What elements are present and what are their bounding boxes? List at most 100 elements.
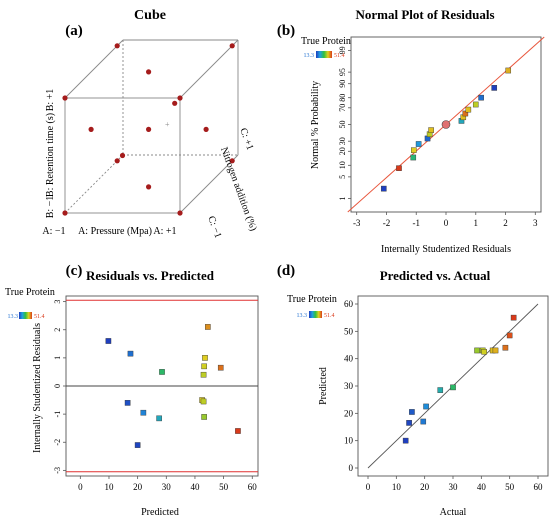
panel-b-label: (b)	[277, 23, 295, 39]
residual-point	[201, 414, 207, 420]
panel-d-legend-title: True Protein	[287, 294, 337, 305]
residual-point	[472, 101, 479, 108]
cube-point	[119, 152, 126, 159]
residual-point	[235, 428, 241, 434]
panel-d-points	[402, 314, 517, 444]
cube-point	[177, 210, 183, 216]
y-tick-label: 50	[338, 121, 347, 129]
residual-point	[202, 355, 208, 361]
x-tick-label: -1	[412, 218, 420, 228]
y-tick-label: 70	[338, 104, 347, 112]
cube-point	[114, 158, 120, 164]
residual-point	[156, 415, 162, 422]
residual-point	[415, 141, 422, 147]
prediction-point	[423, 403, 429, 410]
cube-c-plus-label: C: +1	[237, 127, 255, 152]
y-tick-label: -2	[53, 439, 62, 446]
x-tick-label: 2	[503, 218, 508, 228]
panel-d-legend-max: 51.4	[324, 313, 335, 319]
cube-point	[114, 43, 120, 49]
prediction-point	[450, 384, 456, 391]
x-tick-label: 20	[133, 482, 143, 492]
residual-point	[465, 106, 472, 113]
panel-d-colorbar	[309, 311, 322, 318]
x-tick-label: 60	[248, 482, 258, 492]
y-tick-label: 1	[53, 356, 62, 360]
prediction-point	[437, 387, 444, 393]
x-tick-label: 0	[444, 218, 449, 228]
x-tick-label: 40	[190, 482, 200, 492]
panel-a-title: Cube	[134, 8, 166, 23]
panel-a: Cube (a) + B: +1 B: Retention time (s) B…	[42, 8, 258, 240]
panel-b-axes: -3 -2 -1 0 1 2 3 1 5 10 20 30 50 70 80 90 95 99	[338, 46, 538, 228]
panel-b-ylabel: Normal % Probability	[310, 81, 321, 169]
cube-point	[88, 126, 94, 132]
y-tick-label: 20	[344, 408, 354, 418]
residual-point	[380, 185, 387, 192]
panel-c-title: Residuals vs. Predicted	[86, 268, 215, 283]
y-tick-label: 0	[53, 384, 62, 388]
residual-point	[462, 110, 469, 117]
prediction-point	[420, 418, 427, 425]
cube-a-plus-label: A: +1	[153, 226, 176, 237]
y-tick-label: 5	[338, 175, 347, 179]
y-tick-label: 30	[344, 381, 354, 391]
panel-c: Residuals vs. Predicted (c) True Protein…	[5, 263, 259, 518]
x-tick-label: 30	[449, 482, 459, 492]
y-tick-label: -3	[53, 467, 62, 474]
cube-point	[203, 126, 209, 132]
prediction-point	[510, 314, 517, 321]
cube-point	[229, 158, 235, 164]
x-tick-label: 0	[78, 482, 83, 492]
panel-b-legend-max: 51.4	[334, 53, 345, 59]
panel-b-xlabel: Internally Studentized Residuals	[381, 244, 511, 255]
residual-point	[491, 85, 498, 91]
y-tick-label: 20	[338, 147, 347, 155]
panel-c-ylabel: Internally Studentized Residuals	[32, 323, 43, 453]
cube-c-minus-label: C: −1	[205, 215, 223, 240]
panel-d-legend-min: 13.3	[297, 313, 308, 319]
x-tick-label: 20	[420, 482, 430, 492]
x-tick-label: 1	[474, 218, 479, 228]
residual-point	[201, 363, 207, 370]
cube-frame	[64, 39, 239, 214]
cube-center-mark: +	[165, 120, 170, 129]
y-tick-label: 50	[344, 326, 354, 336]
cube-point	[62, 95, 68, 101]
cube-point	[172, 100, 178, 106]
cube-point	[146, 126, 152, 132]
prediction-point	[502, 344, 509, 351]
y-tick-label: 30	[338, 137, 347, 145]
residual-point	[159, 369, 165, 375]
x-tick-label: 3	[533, 218, 538, 228]
x-tick-label: 50	[505, 482, 515, 492]
residual-point	[140, 409, 147, 416]
residual-point	[105, 338, 112, 344]
panel-b-legend-title: True Protein	[301, 36, 351, 47]
panel-a-label: (a)	[65, 23, 83, 39]
panel-c-label: (c)	[66, 263, 83, 279]
panel-c-colorbar	[19, 312, 32, 319]
residual-point	[478, 94, 484, 101]
y-tick-label: 40	[344, 354, 354, 364]
y-tick-label: 2	[53, 328, 62, 332]
prediction-point	[492, 347, 499, 354]
panel-c-legend-min: 13.3	[8, 314, 19, 320]
residual-point	[410, 154, 417, 161]
highlight-point	[441, 120, 451, 129]
cube-b-plus-label: B: +1	[45, 89, 56, 112]
panel-d: Predicted vs. Actual (d) True Protein 13…	[277, 263, 549, 518]
cube-point	[62, 210, 68, 216]
residual-point	[124, 400, 131, 406]
x-tick-label: 0	[366, 482, 371, 492]
y-tick-label: 99	[338, 46, 347, 54]
panel-b-colorbar	[316, 51, 332, 58]
residual-point	[411, 147, 417, 153]
x-tick-label: 50	[219, 482, 229, 492]
x-tick-label: 30	[162, 482, 172, 492]
prediction-point	[409, 409, 415, 415]
panel-c-legend-max: 51.4	[34, 314, 45, 320]
panel-b: Normal Plot of Residuals (b) True Protei…	[277, 7, 545, 255]
cube-point	[146, 184, 152, 190]
y-tick-label: 10	[344, 436, 354, 446]
